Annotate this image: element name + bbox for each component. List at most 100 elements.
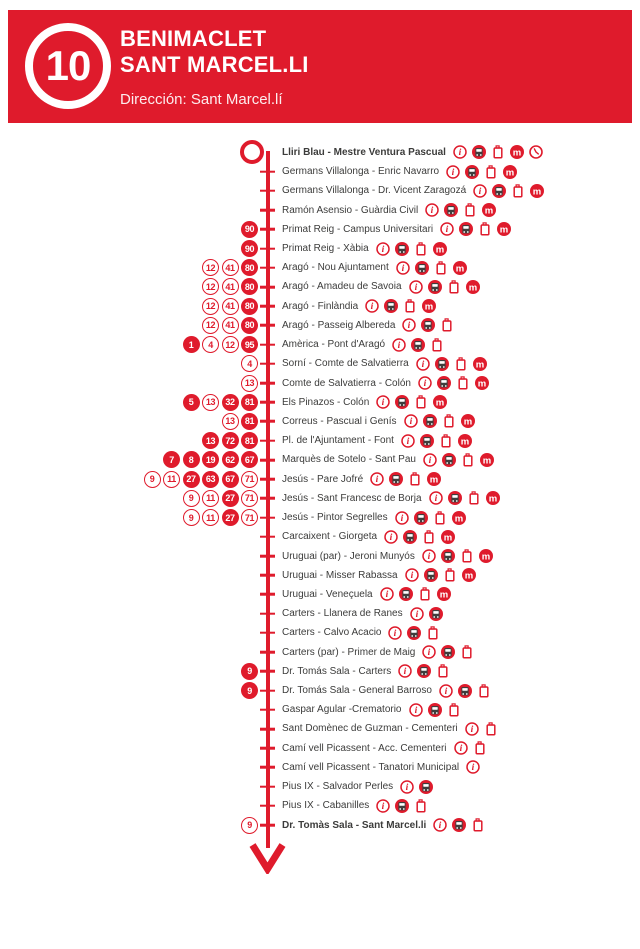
line-badge-9: 9: [182, 489, 200, 507]
stop-name: Correus - Pascual i Genís: [282, 415, 397, 427]
line-badge-67: 67: [221, 470, 239, 488]
stop-name: Aragó - Finlàndia: [282, 300, 359, 312]
stop-tick: [260, 362, 275, 366]
line-badge-9: 9: [241, 662, 258, 680]
info-icon: i: [453, 741, 468, 755]
info-icon: i: [453, 145, 467, 160]
metro-icon: m: [427, 472, 442, 487]
route-title: BENIMACLET SANT MARCEL.LI: [120, 26, 622, 78]
line-badge-9: 9: [182, 509, 200, 527]
ticket-machine-icon: [442, 414, 456, 429]
line-badge-12: 12: [221, 336, 239, 354]
stop-row: 9 Dr. Tomás Sala - Carters i: [0, 662, 640, 681]
stop-marker: [252, 681, 283, 700]
info-icon: i: [395, 260, 410, 275]
svg-text:i: i: [410, 571, 413, 581]
stop-row: 13 Comte de Salvatierra - Colón i m: [0, 373, 640, 392]
info-icon: i: [473, 184, 487, 198]
line-badge-80: 80: [241, 259, 258, 277]
bus-icon: [465, 164, 480, 179]
stop-row: Uruguai (par) - Jeroni Munyós i m: [0, 546, 640, 565]
line-badge-80: 80: [241, 316, 258, 334]
stop-tick: [260, 766, 275, 769]
ticket-machine-icon: [447, 703, 461, 717]
svg-text:i: i: [376, 475, 379, 485]
stop-tick: [260, 708, 275, 712]
stop-marker: [252, 181, 283, 200]
metro-icon: m: [509, 145, 524, 160]
bus-icon: [413, 510, 428, 525]
clock-icon: [529, 145, 543, 160]
line-badge-27: 27: [182, 470, 200, 488]
stop-tick: [260, 804, 275, 808]
bus-icon: [428, 606, 443, 621]
stop-tick: [260, 785, 275, 788]
metro-icon: m: [465, 279, 480, 294]
connection-badges: [0, 719, 258, 738]
stop-name: Carters - Calvo Acacio: [282, 627, 382, 639]
metro-icon: m: [457, 433, 472, 448]
stop-tick: [260, 208, 275, 212]
connection-badges: 13 81: [0, 412, 258, 431]
stop-marker: [252, 662, 283, 681]
info-icon: i: [422, 645, 437, 659]
line-badge-32: 32: [221, 393, 239, 411]
line-badge-11: 11: [202, 509, 219, 527]
connection-badges: [0, 604, 258, 623]
connection-badges: [0, 777, 258, 796]
line-badge-62: 62: [221, 451, 239, 469]
info-icon: i: [433, 818, 448, 832]
ticket-machine-icon: [403, 299, 417, 313]
stop-row: 13 81 Correus - Pascual i Genís i m: [0, 412, 640, 431]
svg-text:m: m: [436, 398, 444, 409]
bus-icon: [447, 491, 462, 506]
stop-name: Els Pinazos - Colón: [282, 396, 370, 408]
stop-row: 9 Dr. Tomás Sala - General Barroso i: [0, 681, 640, 700]
svg-text:m: m: [482, 551, 490, 562]
line-badge-95: 95: [241, 336, 258, 354]
stop-name: Camí vell Picassent - Tanatori Municipal: [282, 761, 460, 773]
ticket-machine-icon: [414, 799, 428, 813]
connection-badges: 7 8 19 62 67: [0, 450, 258, 469]
line-badge-4: 4: [241, 355, 258, 373]
stop-row: Carters - Llanera de Ranes i: [0, 604, 640, 623]
info-icon: i: [384, 530, 398, 544]
stop-name: Primat Reig - Xàbia: [282, 243, 369, 254]
info-icon: i: [376, 799, 391, 813]
connection-badges: [0, 143, 258, 162]
line-number-badge: 10: [25, 23, 111, 109]
connection-badges: 9: [0, 815, 258, 834]
line-badge-71: 71: [241, 509, 258, 527]
stop-name: Ramón Asensio - Guàrdia Civil: [282, 204, 419, 216]
connection-badges: 9: [0, 662, 258, 681]
connection-badges: 4: [0, 354, 258, 373]
connection-badges: 12 41 80: [0, 258, 258, 277]
metro-icon: m: [474, 376, 489, 391]
svg-text:m: m: [430, 474, 438, 485]
bus-icon: [471, 145, 486, 160]
stop-tick: [260, 247, 275, 250]
stop-tick: [260, 554, 275, 558]
bus-icon: [384, 299, 399, 314]
stop-row: Pius IX - Salvador Perles i: [0, 777, 640, 796]
line-badge-12: 12: [202, 316, 219, 334]
connection-badges: 9: [0, 681, 258, 700]
ticket-machine-icon: [461, 453, 475, 467]
stop-tick: [260, 535, 275, 539]
svg-text:i: i: [428, 648, 431, 658]
info-icon: i: [376, 395, 391, 409]
route-title-line1: BENIMACLET: [120, 26, 267, 51]
metro-icon: m: [485, 491, 500, 506]
stop-marker: [252, 815, 283, 834]
connection-badges: 90: [0, 220, 258, 239]
stop-marker: [252, 489, 283, 508]
metro-icon: m: [472, 356, 487, 371]
stop-name: Primat Reig - Campus Universitari: [282, 223, 434, 235]
svg-text:i: i: [429, 456, 432, 466]
svg-text:m: m: [468, 282, 476, 293]
stop-name: Comte de Salvatierra - Colón: [282, 377, 411, 389]
ticket-machine-icon: [408, 472, 422, 486]
stop-row: Camí vell Picassent - Acc. Cementeri i: [0, 739, 640, 758]
stop-marker: [252, 527, 283, 546]
